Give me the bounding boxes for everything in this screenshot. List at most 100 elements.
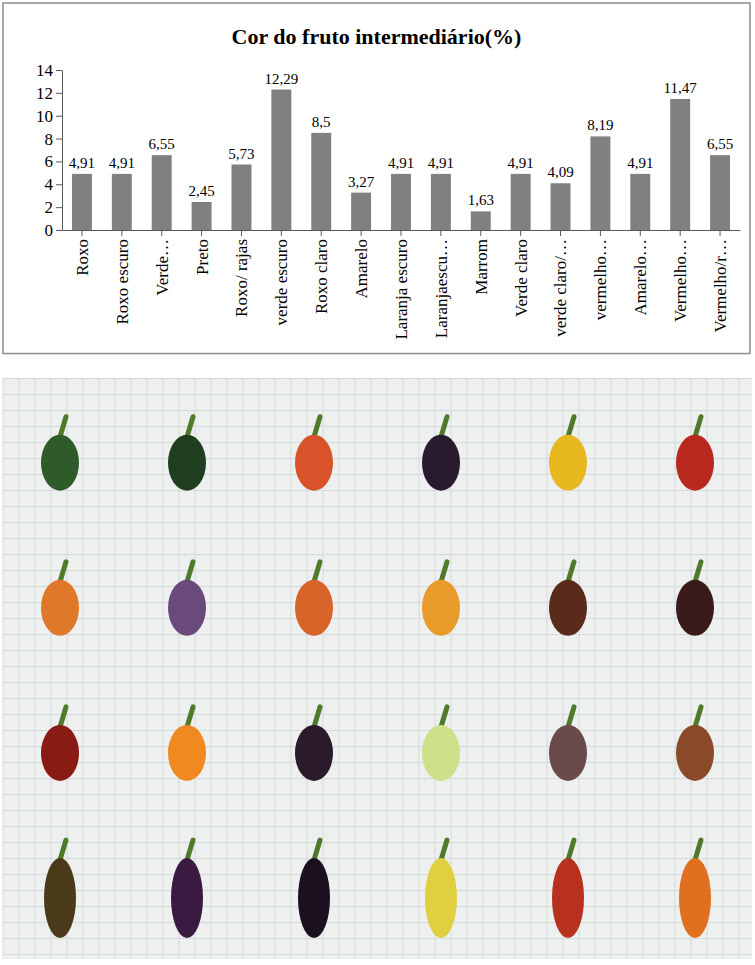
paper-line [3,906,752,907]
pepper-stem [314,840,320,860]
pepper [676,725,714,781]
x-tick: Roxo escuro [113,230,132,324]
paper-line [131,379,132,959]
paper-line [3,394,752,395]
pepper [295,435,333,491]
bar [431,174,451,230]
bar [551,183,571,230]
y-tick-mark [56,139,62,140]
paper-line [3,826,752,827]
y-tick-label: 10 [36,107,53,126]
paper-line [467,379,468,959]
data-label: 1,63 [468,192,494,208]
y-tick-mark [56,116,62,117]
x-tick: Amarelo… [631,230,650,315]
bar [471,211,491,230]
pepper [41,435,79,491]
paper-line [483,379,484,959]
paper-line [3,458,752,459]
x-tick: Roxo claro [312,230,331,314]
pepper [679,858,711,938]
pepper-stem [314,562,320,582]
paper-line [403,379,404,959]
pepper-stem [60,707,66,727]
y-tick: 8 [45,130,63,149]
pepper-stem [314,417,320,437]
x-tick-mark [321,230,322,236]
pepper [549,580,587,636]
data-label: 4,91 [627,155,653,171]
data-label: 2,45 [188,183,214,199]
pepper [298,858,330,938]
bar [152,155,172,230]
paper-line [515,379,516,959]
paper-line [499,379,500,959]
x-tick-mark [600,230,601,236]
x-tick-label: Roxo claro [312,239,331,314]
x-tick-mark [281,230,282,236]
bar [590,136,610,230]
y-tick: 2 [45,198,63,217]
x-tick-label: Roxo escuro [113,239,132,324]
x-tick-mark [480,230,481,236]
bar [630,174,650,230]
x-tick-label: Vermelho/r… [711,239,730,332]
y-tick: 4 [45,175,63,194]
pepper-stem [60,562,66,582]
paper-line [227,379,228,959]
pepper [41,725,79,781]
paper-line [3,666,752,667]
y-tick-label: 6 [45,152,54,171]
x-axis: RoxoRoxo escuroVerde…PretoRoxo/ rajasver… [63,230,741,340]
x-tick-label: vermelho… [591,239,610,320]
paper-line [3,650,752,651]
y-tick-label: 4 [45,175,54,194]
paper-line [3,538,752,539]
bar [72,174,92,230]
paper-line [3,442,752,443]
y-tick-label: 8 [45,130,54,149]
y-tick-mark [56,207,62,208]
paper-line [115,379,116,959]
paper-line [163,379,164,959]
chart-title: Cor do fruto intermediário(%) [232,24,522,49]
bar [232,165,252,230]
paper-line [627,379,628,959]
y-axis-line [62,71,63,231]
y-tick-mark [56,161,62,162]
paper-line [547,379,548,959]
paper-line [259,379,260,959]
pepper [676,580,714,636]
x-tick: Vermelho… [671,230,690,322]
x-tick-label: Amarelo… [631,239,650,315]
x-tick-label: Laranja escuro [392,239,411,340]
photo [3,379,752,959]
paper-line [659,379,660,959]
x-tick-mark [440,230,441,236]
paper-line [275,379,276,959]
bar [351,193,371,230]
paper-line [3,634,752,635]
x-tick: verde escuro [272,230,291,325]
paper-line [3,378,752,379]
paper-line [3,890,752,891]
data-label: 6,55 [149,136,175,152]
paper-line [387,379,388,959]
bar [112,174,132,230]
pepper-stem [441,417,447,437]
bars [72,90,730,230]
y-tick-label: 12 [36,84,53,103]
x-tick-mark [201,230,202,236]
paper-line [3,938,752,939]
paper-line [3,794,752,795]
data-label: 12,29 [264,71,298,87]
paper-line [3,762,752,763]
paper-line [723,379,724,959]
x-tick-mark [680,230,681,236]
x-tick-mark [520,230,521,236]
pepper-stem [60,417,66,437]
x-tick-label: Marrom [472,239,491,295]
data-label: 11,47 [664,80,698,96]
data-label: 4,91 [508,155,534,171]
paper-line [35,379,36,959]
